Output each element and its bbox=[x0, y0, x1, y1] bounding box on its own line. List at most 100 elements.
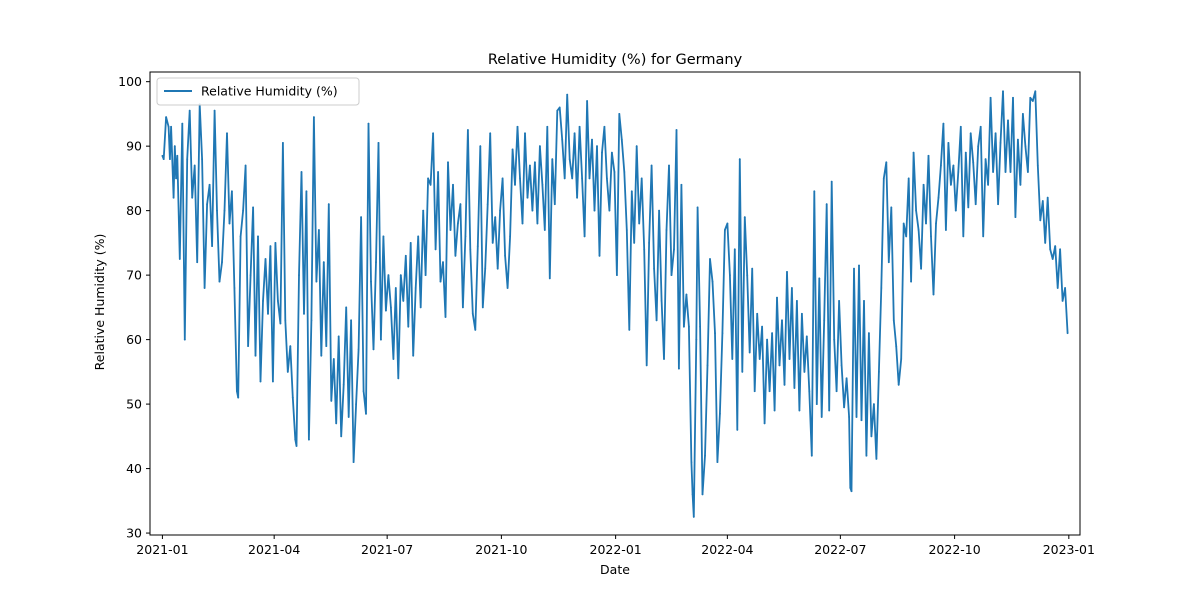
x-tick-label: 2021-10 bbox=[475, 542, 527, 557]
data-point bbox=[635, 145, 638, 148]
data-point bbox=[399, 274, 402, 276]
data-point bbox=[165, 116, 168, 118]
data-point bbox=[568, 158, 571, 161]
data-point bbox=[216, 209, 218, 212]
data-point bbox=[825, 203, 828, 206]
data-point bbox=[853, 267, 855, 270]
data-point bbox=[643, 248, 646, 251]
data-point bbox=[633, 242, 636, 244]
data-point bbox=[370, 280, 372, 283]
data-point bbox=[887, 261, 890, 264]
data-point bbox=[469, 248, 472, 251]
data-point bbox=[476, 245, 479, 248]
data-point bbox=[598, 254, 601, 257]
data-point bbox=[736, 429, 739, 431]
data-point bbox=[303, 312, 305, 315]
data-point bbox=[213, 109, 216, 112]
data-point bbox=[781, 319, 783, 322]
x-tick-label: 2023-01 bbox=[1043, 542, 1095, 557]
data-point bbox=[920, 267, 922, 270]
data-point bbox=[905, 235, 908, 238]
data-point bbox=[337, 335, 340, 338]
x-tick-label: 2021-07 bbox=[361, 542, 413, 557]
data-point bbox=[345, 306, 348, 309]
data-point bbox=[161, 154, 164, 157]
data-point bbox=[237, 396, 240, 399]
data-point bbox=[650, 164, 653, 167]
data-point bbox=[724, 229, 726, 231]
data-point bbox=[422, 209, 425, 212]
data-point bbox=[327, 203, 330, 206]
data-point bbox=[167, 125, 170, 128]
data-point bbox=[835, 390, 838, 393]
data-point bbox=[1059, 248, 1061, 251]
data-point bbox=[1036, 164, 1039, 167]
data-point bbox=[193, 164, 196, 167]
data-point bbox=[645, 364, 648, 367]
data-point bbox=[571, 177, 574, 180]
data-point bbox=[566, 93, 569, 96]
data-point bbox=[437, 171, 439, 173]
data-point bbox=[640, 177, 643, 180]
data-point bbox=[442, 261, 444, 264]
data-point bbox=[385, 309, 387, 312]
data-point bbox=[382, 235, 385, 238]
data-point bbox=[519, 177, 521, 180]
data-point bbox=[843, 406, 845, 409]
data-point bbox=[330, 400, 333, 402]
data-point bbox=[761, 325, 763, 328]
data-point bbox=[989, 96, 992, 99]
data-point bbox=[987, 183, 989, 186]
data-point bbox=[818, 277, 821, 280]
data-point bbox=[964, 151, 967, 154]
data-point bbox=[543, 229, 546, 231]
data-point bbox=[917, 229, 920, 231]
data-point bbox=[429, 183, 432, 186]
data-point bbox=[162, 158, 165, 161]
data-point bbox=[940, 164, 942, 167]
data-point bbox=[660, 300, 663, 302]
data-point bbox=[203, 287, 206, 289]
data-point bbox=[499, 209, 501, 212]
data-point bbox=[377, 142, 380, 144]
data-point bbox=[616, 274, 618, 276]
data-point bbox=[417, 235, 420, 238]
legend-box bbox=[156, 77, 360, 106]
data-point bbox=[947, 142, 950, 144]
data-point bbox=[608, 209, 611, 212]
data-point bbox=[1046, 196, 1049, 199]
data-point bbox=[1064, 287, 1066, 289]
data-point bbox=[1007, 119, 1009, 122]
data-point bbox=[191, 196, 194, 199]
data-point bbox=[226, 132, 228, 135]
data-point bbox=[771, 332, 773, 335]
data-point bbox=[623, 171, 626, 173]
data-point bbox=[231, 190, 233, 193]
data-point bbox=[803, 371, 806, 373]
data-point bbox=[534, 161, 536, 164]
data-point bbox=[360, 216, 362, 219]
data-point bbox=[910, 280, 912, 283]
data-point bbox=[524, 132, 526, 135]
data-point bbox=[701, 493, 704, 496]
data-point bbox=[181, 122, 184, 125]
data-point bbox=[878, 371, 880, 373]
data-point bbox=[397, 377, 400, 380]
data-point bbox=[380, 338, 382, 341]
data-point bbox=[601, 151, 603, 154]
data-point bbox=[942, 122, 945, 125]
data-point bbox=[434, 248, 437, 251]
data-point bbox=[833, 338, 836, 341]
data-point bbox=[618, 113, 621, 115]
data-point bbox=[828, 409, 831, 412]
data-point bbox=[763, 422, 766, 425]
series-line bbox=[161, 90, 1069, 518]
data-point bbox=[603, 125, 606, 128]
data-point bbox=[471, 312, 474, 315]
data-point bbox=[791, 287, 793, 289]
data-point bbox=[999, 142, 1002, 144]
data-point bbox=[977, 145, 980, 148]
data-point bbox=[758, 358, 761, 360]
data-point bbox=[1041, 200, 1044, 202]
data-point bbox=[409, 242, 412, 244]
